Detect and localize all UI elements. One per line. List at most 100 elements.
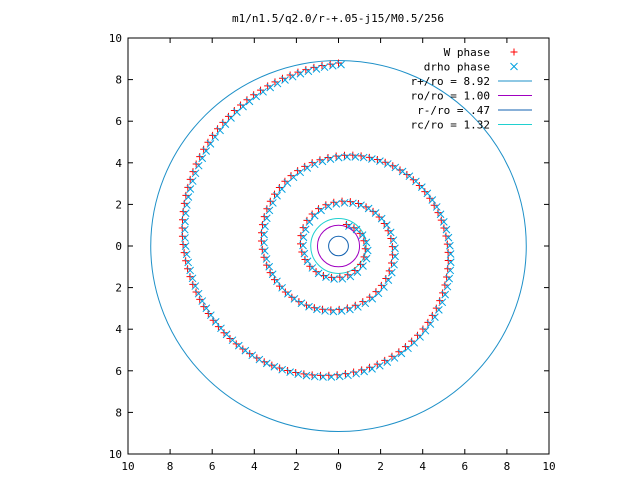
point-w-phase (369, 207, 377, 215)
point-w-phase (310, 63, 318, 71)
point-w-phase (336, 273, 344, 281)
point-w-phase (408, 337, 416, 345)
point-drho-phase (421, 326, 430, 335)
point-drho-phase (278, 185, 286, 193)
point-drho-phase (270, 362, 279, 371)
point-drho-phase (255, 355, 264, 364)
point-drho-phase (383, 358, 392, 366)
point-w-phase (257, 237, 265, 245)
point-drho-phase (338, 274, 347, 283)
point-drho-phase (268, 270, 277, 279)
point-drho-phase (188, 177, 197, 185)
point-w-phase (180, 199, 188, 207)
point-drho-phase (273, 79, 282, 88)
point-drho-phase (303, 257, 312, 266)
point-w-phase (436, 297, 444, 305)
point-drho-phase (445, 274, 454, 283)
point-w-phase (395, 348, 403, 356)
point-drho-phase (362, 238, 371, 247)
point-drho-phase (442, 225, 451, 234)
point-drho-phase (404, 344, 412, 353)
point-drho-phase (364, 204, 373, 213)
point-drho-phase (432, 203, 441, 211)
point-w-phase (258, 229, 266, 237)
point-w-phase (246, 350, 254, 358)
point-w-phase (388, 243, 396, 251)
point-w-phase (362, 203, 370, 211)
point-drho-phase (269, 199, 277, 207)
point-drho-phase (211, 318, 220, 326)
point-drho-phase (245, 97, 254, 106)
point-w-phase (258, 245, 266, 253)
point-drho-phase (186, 266, 194, 275)
point-drho-phase (182, 250, 191, 259)
point-drho-phase (194, 161, 203, 170)
point-w-phase (308, 159, 316, 167)
point-drho-phase (363, 246, 372, 255)
point-w-phase (297, 232, 305, 240)
point-drho-phase (327, 373, 336, 381)
point-w-phase (325, 371, 333, 379)
point-w-phase (430, 201, 438, 209)
point-drho-phase (314, 269, 323, 278)
point-drho-phase (186, 185, 195, 193)
point-w-phase (179, 216, 187, 224)
point-drho-phase (221, 120, 230, 128)
point-w-phase (224, 112, 232, 120)
point-w-phase (260, 213, 268, 221)
point-drho-phase (198, 154, 207, 163)
y-tick-label: 4 (115, 323, 122, 336)
point-w-phase (344, 271, 352, 279)
point-drho-phase (391, 244, 399, 253)
point-drho-phase (332, 200, 341, 208)
point-w-phase (294, 68, 302, 76)
point-w-phase (403, 171, 411, 179)
point-w-phase (196, 153, 204, 161)
point-drho-phase (319, 373, 327, 381)
point-w-phase (444, 265, 452, 273)
point-w-phase (351, 301, 359, 309)
point-w-phase (302, 66, 310, 74)
point-drho-phase (390, 354, 399, 362)
point-w-phase (388, 352, 396, 360)
point-w-phase (359, 298, 367, 306)
point-w-phase (333, 371, 341, 379)
point-w-phase (360, 237, 368, 245)
point-drho-phase (181, 217, 189, 226)
point-drho-phase (368, 365, 376, 373)
point-drho-phase (265, 262, 274, 271)
point-w-phase (375, 213, 383, 221)
point-w-phase (270, 276, 278, 284)
point-drho-phase (346, 272, 355, 281)
point-drho-phase (324, 202, 333, 211)
x-tick-label: 10 (121, 460, 134, 473)
point-drho-phase (296, 69, 305, 78)
point-drho-phase (180, 225, 189, 234)
point-w-phase (281, 288, 289, 296)
point-drho-phase (273, 277, 281, 286)
point-drho-phase (191, 169, 200, 178)
point-w-phase (288, 293, 296, 301)
point-w-phase (179, 208, 187, 216)
point-drho-phase (412, 177, 420, 186)
point-drho-phase (322, 273, 330, 281)
point-drho-phase (352, 369, 360, 378)
point-drho-phase (260, 230, 268, 239)
point-w-phase (349, 151, 357, 159)
point-drho-phase (382, 221, 391, 229)
circle-series (328, 235, 349, 257)
point-drho-phase (302, 371, 311, 380)
point-drho-phase (351, 152, 360, 161)
point-w-phase (388, 259, 396, 267)
point-drho-phase (329, 307, 338, 316)
point-w-phase (434, 209, 442, 217)
point-w-phase (264, 82, 272, 90)
x-tick-label: 6 (209, 460, 216, 473)
point-w-phase (178, 232, 186, 240)
point-drho-phase (359, 262, 367, 270)
point-w-phase (196, 295, 204, 303)
point-w-phase (421, 188, 429, 196)
point-w-phase (443, 240, 451, 248)
point-drho-phase (405, 172, 414, 181)
circle-series (310, 218, 367, 274)
